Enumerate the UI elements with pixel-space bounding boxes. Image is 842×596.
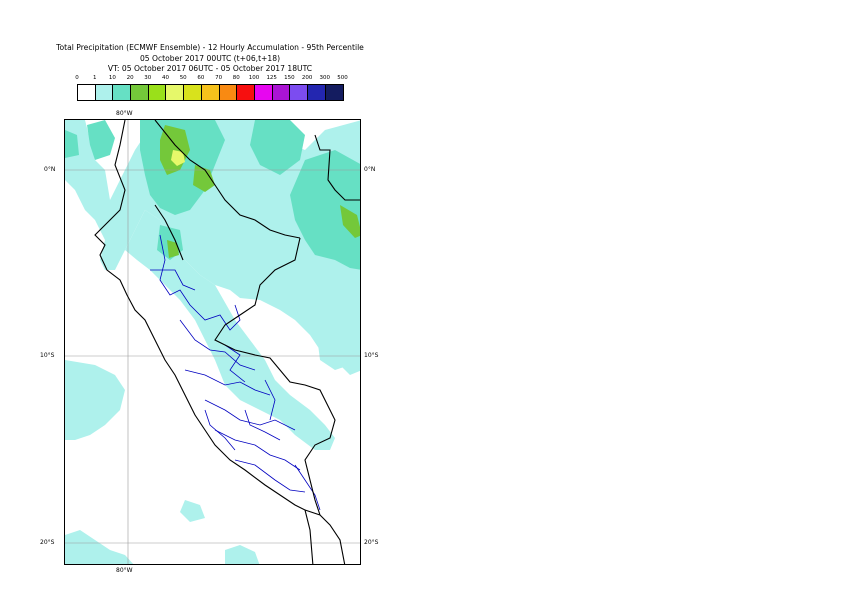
colorbar-tick-14: 300 [319,75,331,81]
colorbar-tick-2: 10 [108,75,116,81]
colorbar-box-7 [201,85,220,100]
lon-label-top: 80°W [116,110,133,117]
colorbar-box-11 [272,85,291,100]
colorbar-tick-13: 200 [301,75,313,81]
colorbar-tick-12: 150 [284,75,295,81]
colorbar-tick-5: 40 [162,75,169,81]
colorbar-tick-10: 100 [248,75,260,81]
lat-label-right-20s: 20°S [364,539,379,546]
colorbar-box-9 [237,85,255,100]
colorbar-box-4 [148,85,167,100]
colorbar-tick-7: 60 [197,75,205,81]
lon-label-bottom: 80°W [116,567,133,574]
colorbar-tick-3: 20 [126,75,134,81]
colorbar-box-0 [78,85,96,100]
lat-label-right-10s: 10°S [364,352,379,359]
colorbar-tick-15: 500 [337,75,348,81]
colorbar-tick-0: 0 [75,75,79,81]
colorbar-box-12 [290,85,308,100]
title-line-1: Total Precipitation (ECMWF Ensemble) - 1… [56,43,364,52]
region-borders [150,234,321,511]
colorbar-box-14 [325,85,344,100]
colorbar-tick-6: 50 [179,75,187,81]
colorbar-box-13 [307,85,326,100]
colorbar-boxes [77,84,345,101]
colorbar-tick-11: 125 [266,75,277,81]
title-line-2: 05 October 2017 00UTC (t+06,t+18) [139,53,281,63]
precip-field-yellow [171,150,185,166]
colorbar-box-2 [113,85,132,100]
colorbar-box-3 [131,85,149,100]
colorbar-box-10 [254,85,273,100]
title-line-3: VT: 05 October 2017 06UTC - 05 October 2… [107,64,313,73]
colorbar-box-8 [219,85,238,100]
graticule [65,120,360,564]
map-frame [64,119,361,565]
lat-label-right-0: 0°N [364,166,376,173]
lat-label-left-20s: 20°S [40,539,55,546]
precipitation-map [65,120,360,564]
colorbar-tick-8: 70 [215,75,223,81]
colorbar-box-6 [184,85,202,100]
colorbar-tick-4: 30 [144,75,152,81]
colorbar-box-5 [166,85,185,100]
chart-title: Total Precipitation (ECMWF Ensemble) - 1… [30,43,390,75]
country-borders [94,120,360,564]
lat-label-left-0: 0°N [44,166,56,173]
colorbar-tick-9: 80 [232,75,240,81]
lat-label-left-10s: 10°S [40,352,55,359]
colorbar-box-1 [95,85,114,100]
colorbar-tick-1: 1 [92,75,97,81]
